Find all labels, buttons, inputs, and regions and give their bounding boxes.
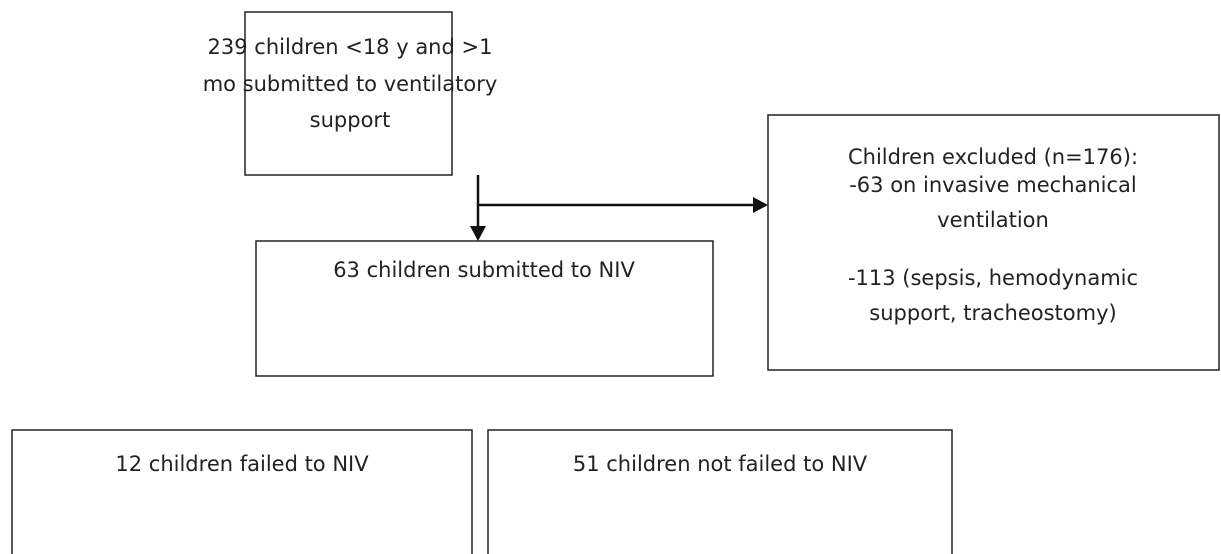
- node-text: -63 on invasive mechanical: [849, 173, 1137, 197]
- node-text: Children excluded (n=176):: [848, 145, 1138, 169]
- box-failed: [11, 429, 473, 554]
- arrowhead-down: [470, 226, 486, 241]
- arrowhead-right: [753, 197, 768, 213]
- box-niv: [255, 240, 714, 377]
- node-text: 51 children not failed to NIV: [573, 452, 868, 476]
- node-text: mo submitted to ventilatory: [203, 72, 498, 96]
- node-text: support, tracheostomy): [869, 301, 1116, 325]
- node-text: support: [310, 108, 391, 132]
- box-not-failed: [487, 429, 953, 554]
- node-text: 239 children <18 y and >1: [208, 35, 493, 59]
- node-text: 63 children submitted to NIV: [333, 258, 635, 282]
- node-text: 12 children failed to NIV: [115, 452, 369, 476]
- node-text: -113 (sepsis, hemodynamic: [848, 266, 1138, 290]
- box-enrolled: [244, 11, 453, 176]
- node-text: ventilation: [937, 208, 1049, 232]
- box-excluded: [767, 114, 1220, 371]
